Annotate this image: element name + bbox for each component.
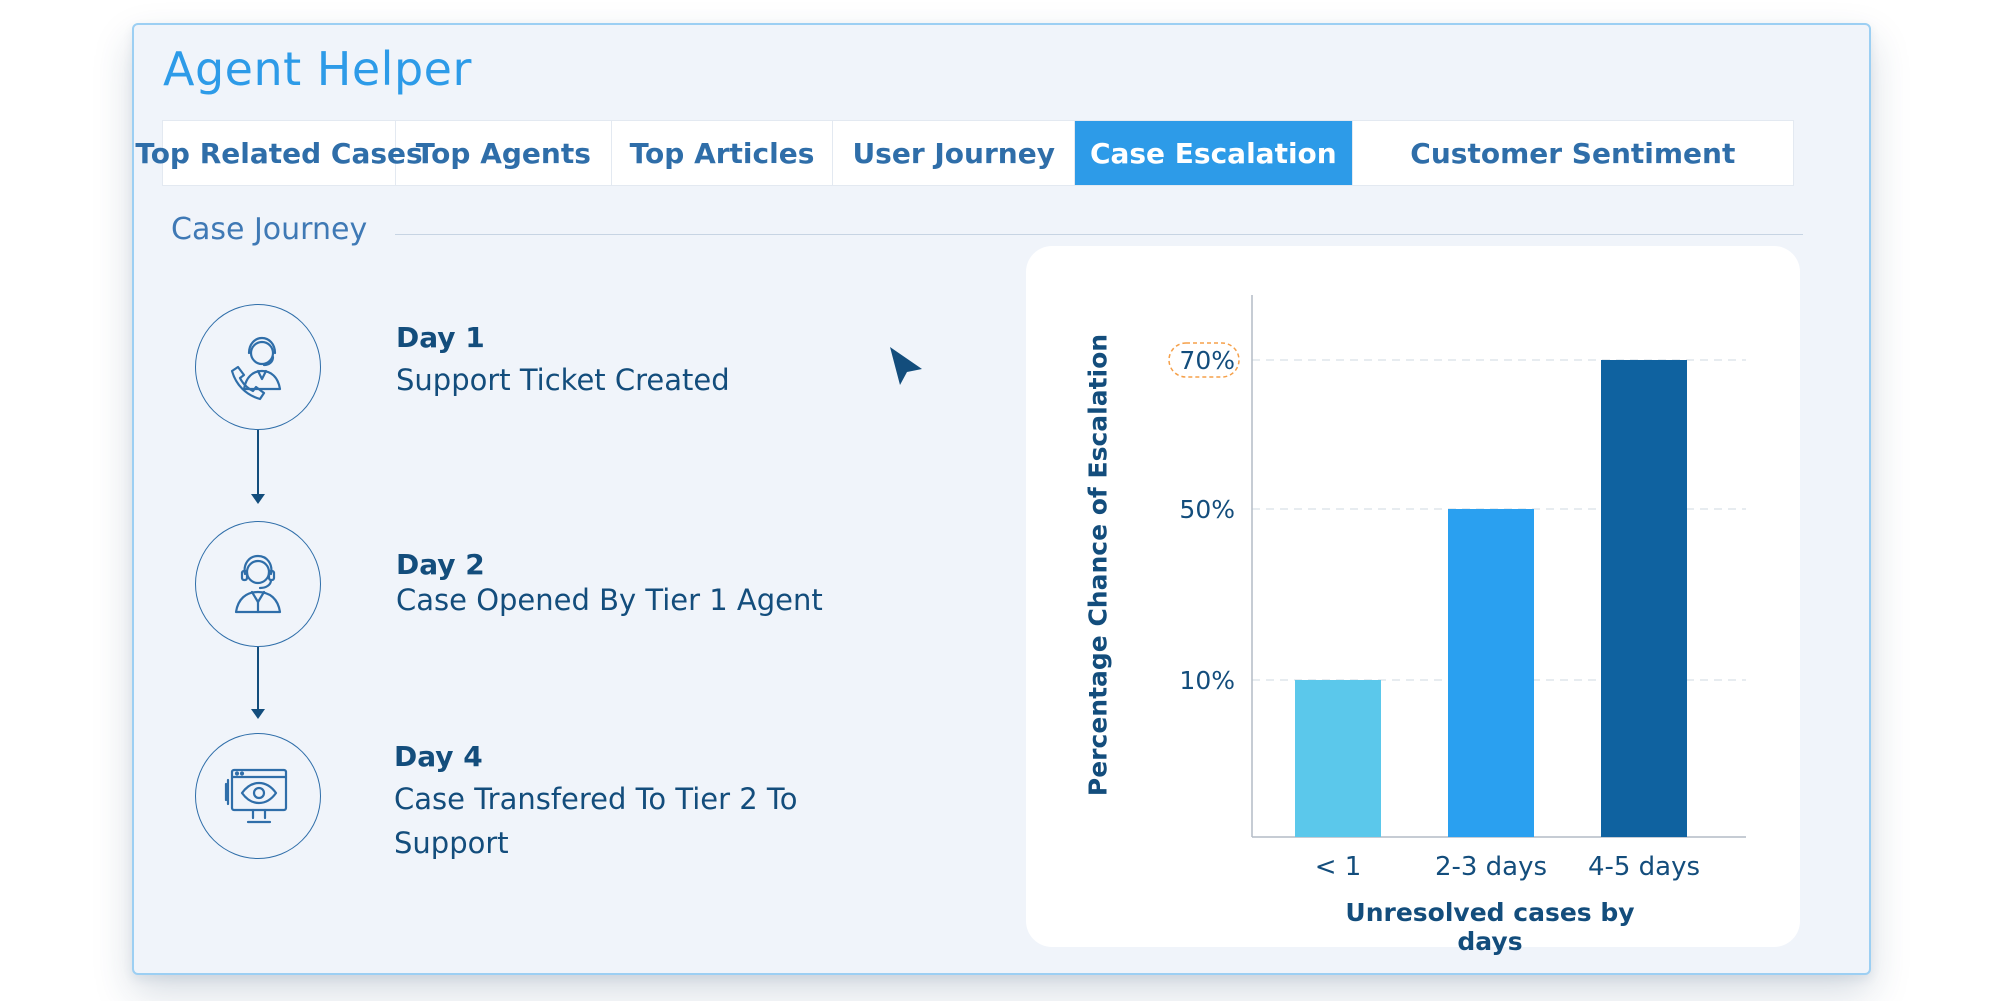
chart-y-tick-label: 50% (1179, 495, 1235, 524)
chart-bar (1448, 509, 1534, 837)
chart-x-tick-label: < 1 (1315, 852, 1362, 882)
chart-bar (1295, 680, 1381, 837)
highlighted-tick-outline (1168, 342, 1240, 378)
case-journey-title: Case Journey (171, 212, 368, 247)
step-1-description: Support Ticket Created (396, 363, 730, 397)
step-connector (257, 647, 259, 709)
chart-x-tick-label: 2-3 days (1435, 852, 1547, 882)
step-3-day: Day 4 (394, 740, 483, 773)
tab-top-articles[interactable]: Top Articles (612, 121, 834, 185)
tab-bar: Top Related Cases Top Agents Top Article… (135, 120, 1794, 186)
step-3-description-line2: Support (394, 826, 509, 860)
monitor-eye-icon (224, 768, 288, 824)
tab-user-journey[interactable]: User Journey (833, 121, 1076, 185)
app-title: Agent Helper (163, 42, 472, 96)
chart-y-tick-label: 70% (1179, 346, 1235, 375)
tab-customer-sentiment[interactable]: Customer Sentiment (1410, 136, 1736, 170)
step-3-description-line1: Case Transfered To Tier 2 To (394, 782, 798, 816)
mouse-cursor-icon (890, 347, 922, 385)
tab-top-agents[interactable]: Top Agents (396, 121, 612, 185)
step-1-circle (195, 304, 321, 430)
tab-case-escalation[interactable]: Case Escalation (1075, 121, 1353, 185)
step-2-description: Case Opened By Tier 1 Agent (396, 583, 823, 617)
arrow-down-icon (251, 709, 265, 719)
tab-top-related-cases[interactable]: Top Related Cases (135, 121, 423, 185)
arrow-down-icon (251, 494, 265, 504)
step-3-circle (195, 733, 321, 859)
chart-bar (1601, 360, 1687, 837)
step-2-circle (195, 521, 321, 647)
step-connector (257, 430, 259, 494)
chart-y-axis-label: Percentage Chance of Escalation (1083, 333, 1113, 797)
chart-x-tick-label: 4-5 days (1588, 852, 1700, 882)
agent-headset-icon (234, 554, 282, 614)
step-2-day: Day 2 (396, 548, 485, 581)
agent-phone-icon (230, 336, 282, 401)
section-divider (395, 234, 1803, 235)
chart-x-axis-label: Unresolved cases by days (1345, 898, 1635, 956)
step-1-day: Day 1 (396, 321, 485, 354)
chart-y-tick-label: 10% (1179, 666, 1235, 695)
